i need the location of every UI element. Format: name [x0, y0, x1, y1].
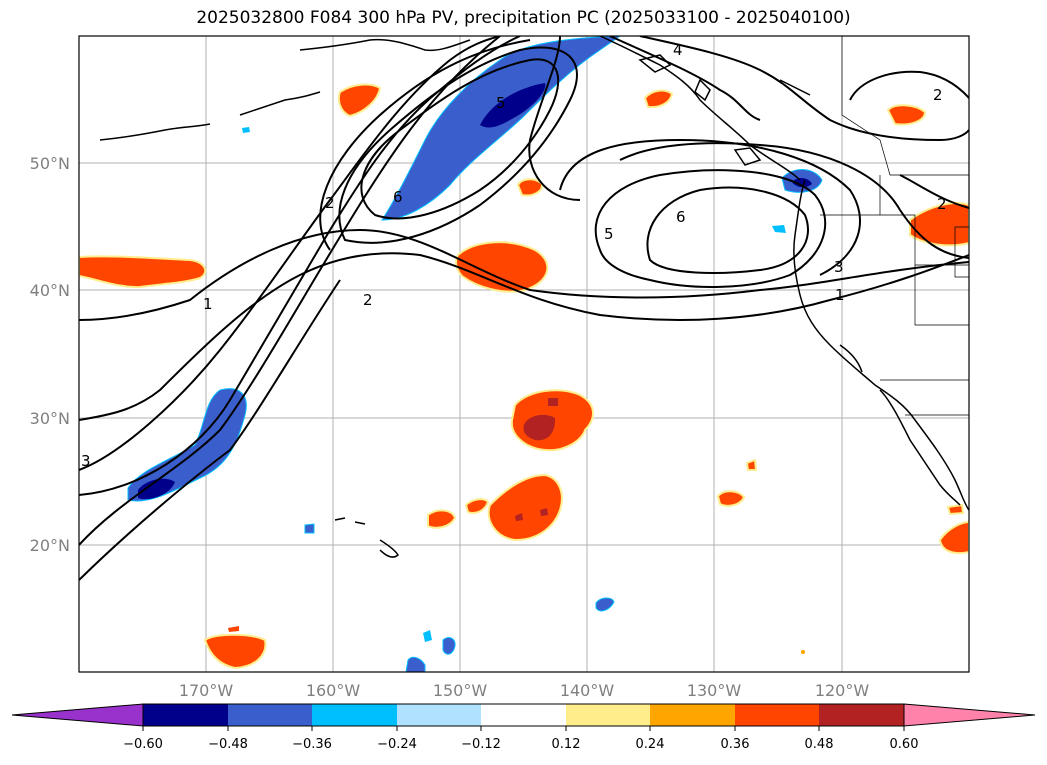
pv-contour-4 [79, 36, 501, 546]
pv-contour-labels: 1 2 6 5 4 5 6 2 3 1 2 2 3 [81, 41, 947, 470]
pv-contour-east-5 [594, 169, 827, 288]
orange-blob-canada [886, 104, 927, 126]
colorbar-tick-label: 0.48 [805, 737, 834, 752]
map-frame [78, 35, 970, 673]
west-coast [793, 179, 969, 511]
orange-blob-small-3 [464, 498, 490, 514]
lon-label-170w: 170°W [179, 681, 234, 700]
lon-label-130w: 130°W [687, 681, 742, 700]
orange-blob-subtropical-2 [487, 473, 563, 542]
blue-small-3 [304, 523, 315, 534]
colorbar-tick-label: 0.24 [636, 737, 665, 752]
pv-contour-east-4 [559, 138, 861, 276]
svg-text:5: 5 [496, 94, 506, 112]
pv-contour-inner-5a [338, 46, 578, 244]
svg-text:3: 3 [834, 258, 844, 276]
colorbar-bin [481, 704, 566, 726]
pv-contour-2-east-b [899, 174, 969, 209]
lat-label-20: 20°N [30, 536, 70, 555]
svg-text:3: 3 [81, 452, 91, 470]
orange-blob-small-2 [427, 509, 457, 529]
coastlines [99, 36, 969, 558]
colorbar-extend-low [11, 703, 144, 727]
colorbar-bin [735, 704, 819, 726]
pv-contour-1 [79, 228, 969, 321]
pv-contour-2b [79, 36, 501, 471]
blue-small-1 [595, 597, 615, 612]
orange-blob-small-4 [716, 490, 746, 507]
lat-label-50: 50°N [30, 154, 70, 173]
orange-blob-aleutian [337, 83, 382, 118]
colorbar: −0.60 −0.48 −0.36 −0.24 −0.12 0.12 0.24 … [11, 703, 1036, 752]
precip-positive-areas [79, 83, 969, 670]
colorbar-tick-label: −0.60 [123, 737, 163, 752]
colorbar-bin [312, 704, 397, 726]
svg-text:2: 2 [363, 291, 373, 309]
pv-contour-5 [79, 279, 341, 581]
colorbar-bin [397, 704, 481, 726]
pv-contour-2-east [849, 70, 969, 101]
colorbar-bin [650, 704, 735, 726]
colorbar-tick-label: 0.60 [890, 737, 919, 752]
svg-text:2: 2 [325, 194, 335, 212]
colorbar-tick-label: −0.36 [292, 737, 332, 752]
red-core-subtropical-1 [523, 414, 556, 441]
colorbar-bin [566, 704, 650, 726]
svg-text:6: 6 [676, 208, 686, 226]
orange-blob-dateline [79, 255, 207, 289]
lat-label-40: 40°N [30, 281, 70, 300]
alaska-southeast [599, 36, 801, 181]
colorbar-bin [143, 704, 228, 726]
orange-blob-central [455, 241, 549, 293]
orange-blob-east [909, 202, 969, 247]
svg-text:5: 5 [604, 225, 614, 243]
colorbar-tick-label: 0.36 [721, 737, 750, 752]
svg-text:4: 4 [673, 41, 683, 59]
svg-text:6: 6 [393, 188, 403, 206]
svg-text:1: 1 [203, 295, 213, 313]
alaska-peninsula [299, 38, 471, 52]
colorbar-tick-label: −0.24 [377, 737, 417, 752]
svg-text:1: 1 [835, 286, 845, 304]
pv-contours [79, 36, 969, 581]
orange-blob-mexico [938, 520, 969, 555]
orange-blob-south [203, 633, 267, 670]
map-background [79, 36, 969, 672]
orange-blob-small-1 [516, 178, 544, 197]
colorbar-tick-label: −0.48 [208, 737, 248, 752]
lat-label-30: 30°N [30, 409, 70, 428]
svg-text:2: 2 [933, 86, 943, 104]
colorbar-tick-label: −0.12 [461, 737, 501, 752]
colorbar-bin [228, 704, 312, 726]
pv-contour-east-6 [646, 186, 809, 274]
colorbar-bin [819, 704, 904, 726]
dark-blue-core-southwest [138, 478, 175, 500]
colorbar-tick-label: 0.12 [552, 737, 581, 752]
lon-label-150w: 150°W [433, 681, 488, 700]
precip-negative-areas [127, 36, 823, 672]
dark-blue-core-north [480, 83, 546, 128]
map-title: 2025032800 F084 300 hPa PV, precipitatio… [196, 8, 851, 28]
blue-small-5 [772, 225, 786, 233]
svg-text:2: 2 [937, 195, 947, 213]
pv-contour-northeast [528, 36, 581, 201]
latitude-labels: 50°N 40°N 30°N 20°N [30, 154, 70, 555]
lon-label-160w: 160°W [306, 681, 361, 700]
pv-contour-gulf [609, 36, 761, 121]
lon-label-120w: 120°W [815, 681, 870, 700]
orange-blob-gulf [643, 89, 674, 109]
pv-contour-east-3 [619, 142, 969, 259]
pv-contour-2 [79, 252, 969, 421]
lon-label-140w: 140°W [560, 681, 615, 700]
blue-small-2 [442, 637, 456, 655]
pv-contour-gulf2 [639, 36, 969, 142]
pv-contour-inner-4a [319, 39, 531, 251]
blue-small-4 [405, 656, 426, 672]
colorbar-extend-high [903, 703, 1036, 727]
longitude-labels: 170°W 160°W 150°W 140°W 130°W 120°W [179, 681, 870, 700]
